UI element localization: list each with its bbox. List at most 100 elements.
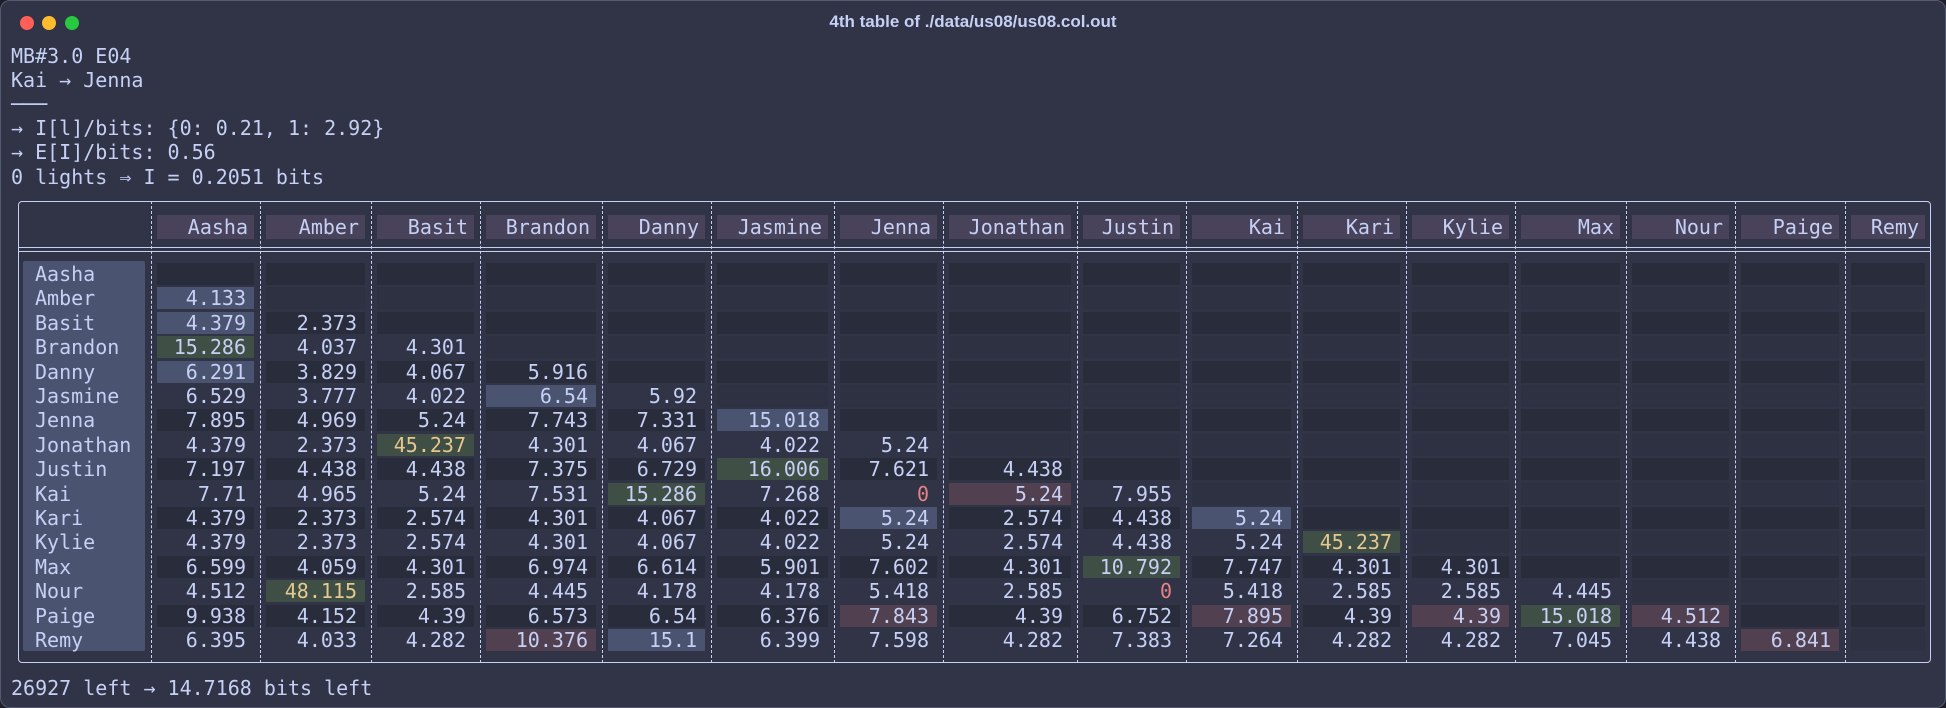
cell-value: 4.301 <box>1440 554 1501 579</box>
cell-background <box>1851 360 1925 383</box>
cell-background <box>1632 507 1729 529</box>
header-cell <box>840 215 937 239</box>
text-line: → E[I]/bits: 0.56 <box>11 140 216 164</box>
cell-background <box>608 507 705 529</box>
cell-value: 4.037 <box>296 335 357 360</box>
cell-background <box>949 311 1071 334</box>
cell-value: 2.373 <box>296 310 357 335</box>
column-header: Jenna <box>870 215 931 239</box>
cell-background <box>608 263 705 285</box>
cell-background <box>1303 433 1400 456</box>
cell-value: 6.974 <box>527 554 588 579</box>
cell-value: 4.022 <box>759 432 820 457</box>
cell-value: 7.375 <box>527 457 588 482</box>
cell-value: 7.331 <box>636 408 697 433</box>
cell-background <box>1632 409 1729 432</box>
cell-background <box>840 555 937 578</box>
header-cell <box>1632 215 1729 239</box>
column-separator <box>260 201 261 663</box>
row-label: Paige <box>35 603 96 628</box>
cell-background <box>1412 507 1509 529</box>
cell-background <box>608 458 705 481</box>
cell-background <box>1083 287 1180 310</box>
cell-background <box>717 555 828 578</box>
zoom-button[interactable] <box>65 16 79 30</box>
cell-background <box>157 458 254 481</box>
cell-background <box>949 385 1071 407</box>
cell-background <box>949 263 1071 285</box>
cell-background <box>266 263 365 285</box>
cell-background <box>266 311 365 334</box>
cell-background <box>1851 336 1925 359</box>
cell-value: 5.24 <box>1234 506 1283 530</box>
cell-background <box>157 507 254 529</box>
column-separator <box>371 201 372 663</box>
cell-background <box>840 336 937 359</box>
cell-value: 2.585 <box>405 579 466 604</box>
cell-value: 5.418 <box>1222 579 1283 604</box>
close-button[interactable] <box>20 16 34 30</box>
cell-background <box>266 555 365 578</box>
cell-value: 5.24 <box>880 506 929 530</box>
cell-value: 4.39 <box>417 603 466 628</box>
cell-value: 4.39 <box>1343 603 1392 628</box>
cell-background <box>717 311 828 334</box>
cell-background <box>608 360 705 383</box>
column-header: Justin <box>1101 215 1174 239</box>
cell-value: 4.033 <box>296 628 357 652</box>
cell-value: 5.901 <box>759 554 820 579</box>
cell-value: 5.92 <box>648 384 697 408</box>
column-header: Paige <box>1772 215 1833 239</box>
cell-value: 5.24 <box>417 481 466 506</box>
header-cell <box>717 215 828 239</box>
minimize-button[interactable] <box>42 16 56 30</box>
cell-value: 6.841 <box>1770 628 1831 652</box>
cell-value: 4.067 <box>636 432 697 457</box>
cell-background <box>377 287 474 310</box>
cell-background <box>840 287 937 310</box>
cell-background <box>1741 336 1839 359</box>
cell-background <box>949 555 1071 578</box>
cell-background <box>608 311 705 334</box>
cell-background <box>1851 629 1925 651</box>
cell-value: 4.067 <box>405 359 466 384</box>
cell-background <box>266 409 365 432</box>
header-cell <box>949 215 1071 239</box>
cell-background <box>840 458 937 481</box>
cell-background <box>377 409 474 432</box>
cell-background <box>1412 336 1509 359</box>
header-cell <box>1303 215 1400 239</box>
cell-value: 7.268 <box>759 481 820 506</box>
cell-value: 3.777 <box>296 384 357 408</box>
text-line: ─── <box>11 92 48 116</box>
cell-value: 7.531 <box>527 481 588 506</box>
header-cell <box>157 215 254 239</box>
cell-background <box>1632 360 1729 383</box>
cell-background <box>1192 336 1291 359</box>
header-cell <box>486 215 596 239</box>
cell-background <box>717 409 828 432</box>
cell-background <box>1851 409 1925 432</box>
cell-background <box>1192 482 1291 505</box>
cell-background <box>1521 433 1620 456</box>
text-line: Kai → Jenna <box>11 68 144 92</box>
cell-background <box>1303 555 1400 578</box>
cell-background <box>1303 458 1400 481</box>
cell-background <box>157 409 254 432</box>
cell-value: 2.585 <box>1002 579 1063 604</box>
cell-background <box>1521 458 1620 481</box>
cell-background <box>1741 580 1839 603</box>
cell-background <box>608 336 705 359</box>
cell-background <box>1632 263 1729 285</box>
cell-value: 4.152 <box>296 603 357 628</box>
cell-background <box>266 507 365 529</box>
column-separator <box>1735 201 1736 663</box>
cell-background <box>1192 360 1291 383</box>
cell-value: 7.383 <box>1111 628 1172 652</box>
cell-background <box>377 311 474 334</box>
status-line: 26927 left → 14.7168 bits left <box>11 676 373 700</box>
cell-background <box>1851 263 1925 285</box>
column-header: Kari <box>1345 215 1394 239</box>
cell-background <box>1303 360 1400 383</box>
header-cell <box>608 215 705 239</box>
